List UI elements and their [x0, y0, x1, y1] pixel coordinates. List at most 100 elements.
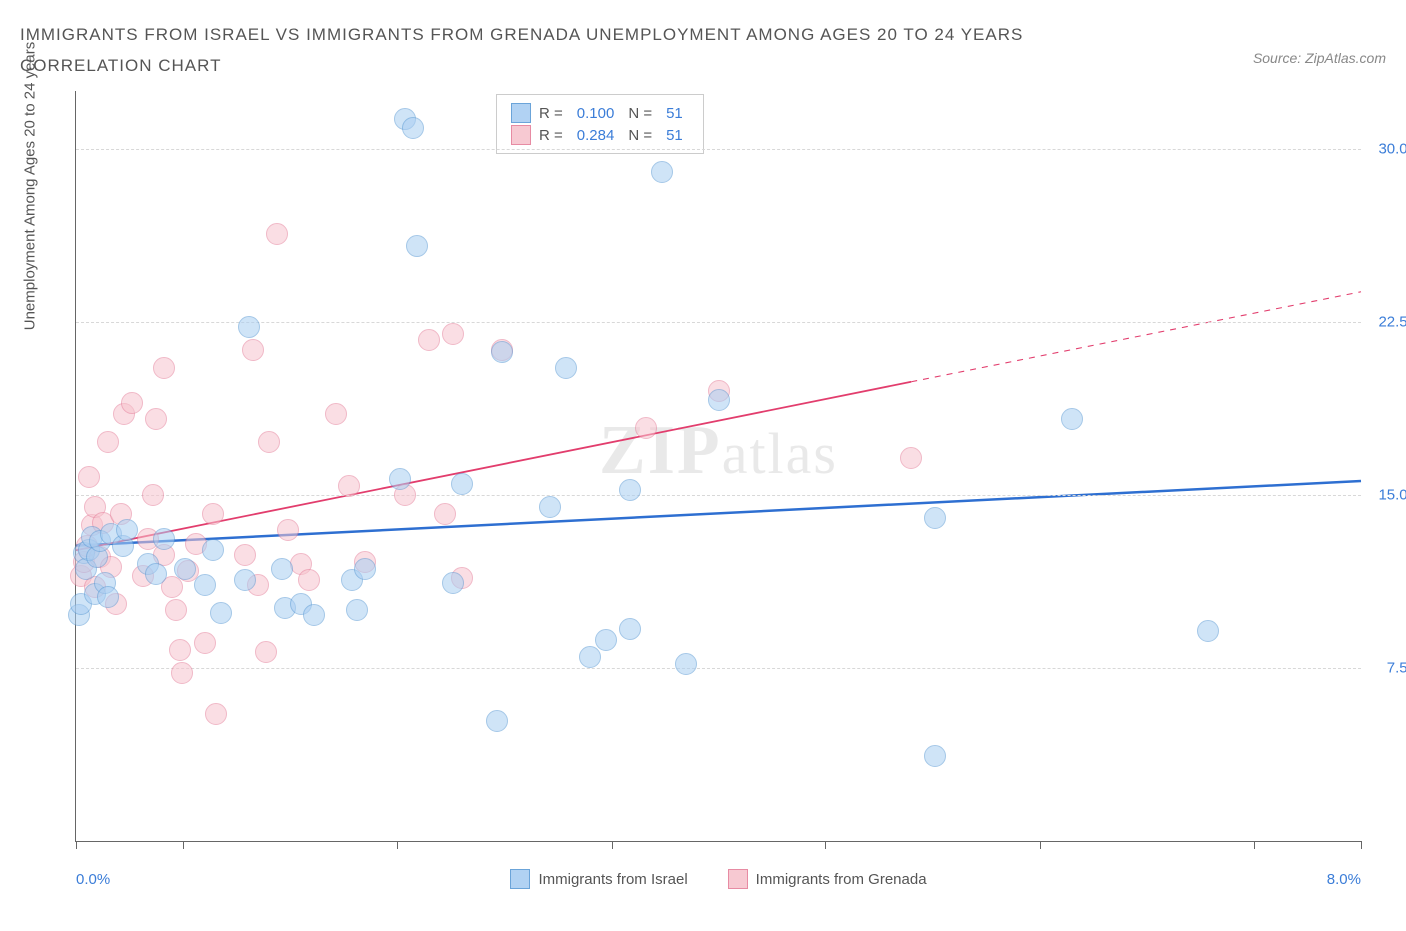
watermark-sub: atlas: [722, 421, 838, 486]
data-point: [153, 528, 175, 550]
legend-swatch-israel: [511, 103, 531, 123]
data-point: [153, 357, 175, 379]
data-point: [238, 316, 260, 338]
legend-swatch-grenada: [728, 869, 748, 889]
data-point: [354, 558, 376, 580]
x-tick: [397, 841, 398, 849]
legend-swatch-grenada: [511, 125, 531, 145]
bottom-legend-item-2: Immigrants from Grenada: [728, 869, 927, 889]
watermark-main: ZIP: [599, 412, 722, 489]
data-point: [97, 431, 119, 453]
x-tick: [825, 841, 826, 849]
plot-area: ZIPatlas R = 0.100 N = 51 R = 0.284 N = …: [75, 91, 1361, 842]
gridline: [76, 322, 1361, 323]
chart-title: IMMIGRANTS FROM ISRAEL VS IMMIGRANTS FRO…: [20, 20, 1120, 81]
x-tick: [1040, 841, 1041, 849]
data-point: [202, 503, 224, 525]
data-point: [205, 703, 227, 725]
data-point: [277, 519, 299, 541]
data-point: [169, 639, 191, 661]
data-point: [346, 599, 368, 621]
data-point: [389, 468, 411, 490]
data-point: [121, 392, 143, 414]
data-point: [116, 519, 138, 541]
data-point: [142, 484, 164, 506]
legend-stats-box: R = 0.100 N = 51 R = 0.284 N = 51: [496, 94, 704, 154]
data-point: [202, 539, 224, 561]
data-point: [174, 558, 196, 580]
data-point: [338, 475, 360, 497]
x-tick: [183, 841, 184, 849]
data-point: [171, 662, 193, 684]
data-point: [194, 632, 216, 654]
data-point: [78, 466, 100, 488]
legend-n-label: N =: [628, 105, 652, 122]
legend-stats-row-2: R = 0.284 N = 51: [511, 125, 689, 145]
data-point: [210, 602, 232, 624]
watermark: ZIPatlas: [599, 411, 838, 491]
data-point: [234, 569, 256, 591]
legend-r-label: R =: [539, 127, 563, 144]
data-point: [675, 653, 697, 675]
gridline: [76, 668, 1361, 669]
data-point: [271, 558, 293, 580]
data-point: [402, 117, 424, 139]
data-point: [165, 599, 187, 621]
series-name-1: Immigrants from Israel: [538, 871, 687, 888]
data-point: [619, 479, 641, 501]
data-point: [298, 569, 320, 591]
data-point: [555, 357, 577, 379]
data-point: [442, 572, 464, 594]
bottom-legend: 0.0% Immigrants from Israel Immigrants f…: [76, 869, 1361, 889]
data-point: [486, 710, 508, 732]
data-point: [418, 329, 440, 351]
y-tick-label: 22.5%: [1378, 313, 1406, 330]
bottom-legend-item-1: Immigrants from Israel: [510, 869, 687, 889]
legend-r-label: R =: [539, 105, 563, 122]
data-point: [242, 339, 264, 361]
data-point: [145, 408, 167, 430]
data-point: [579, 646, 601, 668]
data-point: [1061, 408, 1083, 430]
chart-container: Unemployment Among Ages 20 to 24 years Z…: [20, 91, 1386, 911]
legend-n-value-2: 51: [666, 127, 683, 144]
legend-r-value-2: 0.284: [577, 127, 615, 144]
data-point: [194, 574, 216, 596]
data-point: [900, 447, 922, 469]
gridline: [76, 149, 1361, 150]
data-point: [325, 403, 347, 425]
data-point: [97, 586, 119, 608]
trend-lines-layer: [76, 91, 1361, 841]
y-tick-label: 15.0%: [1378, 487, 1406, 504]
data-point: [924, 507, 946, 529]
data-point: [258, 431, 280, 453]
x-axis-max-label: 8.0%: [1327, 871, 1361, 888]
data-point: [539, 496, 561, 518]
data-point: [406, 235, 428, 257]
data-point: [442, 323, 464, 345]
x-tick: [1361, 841, 1362, 849]
data-point: [255, 641, 277, 663]
data-point: [491, 341, 513, 363]
data-point: [451, 473, 473, 495]
x-tick: [76, 841, 77, 849]
data-point: [635, 417, 657, 439]
data-point: [708, 389, 730, 411]
data-point: [234, 544, 256, 566]
x-axis-min-label: 0.0%: [76, 871, 110, 888]
legend-swatch-israel: [510, 869, 530, 889]
data-point: [924, 745, 946, 767]
x-tick: [1254, 841, 1255, 849]
gridline: [76, 495, 1361, 496]
data-point: [303, 604, 325, 626]
y-tick-label: 30.0%: [1378, 140, 1406, 157]
legend-n-value-1: 51: [666, 105, 683, 122]
series-name-2: Immigrants from Grenada: [756, 871, 927, 888]
y-tick-label: 7.5%: [1387, 660, 1406, 677]
data-point: [1197, 620, 1219, 642]
legend-n-label: N =: [628, 127, 652, 144]
data-point: [145, 563, 167, 585]
legend-stats-row-1: R = 0.100 N = 51: [511, 103, 689, 123]
header: IMMIGRANTS FROM ISRAEL VS IMMIGRANTS FRO…: [20, 20, 1386, 81]
source-attribution: Source: ZipAtlas.com: [1253, 50, 1386, 66]
